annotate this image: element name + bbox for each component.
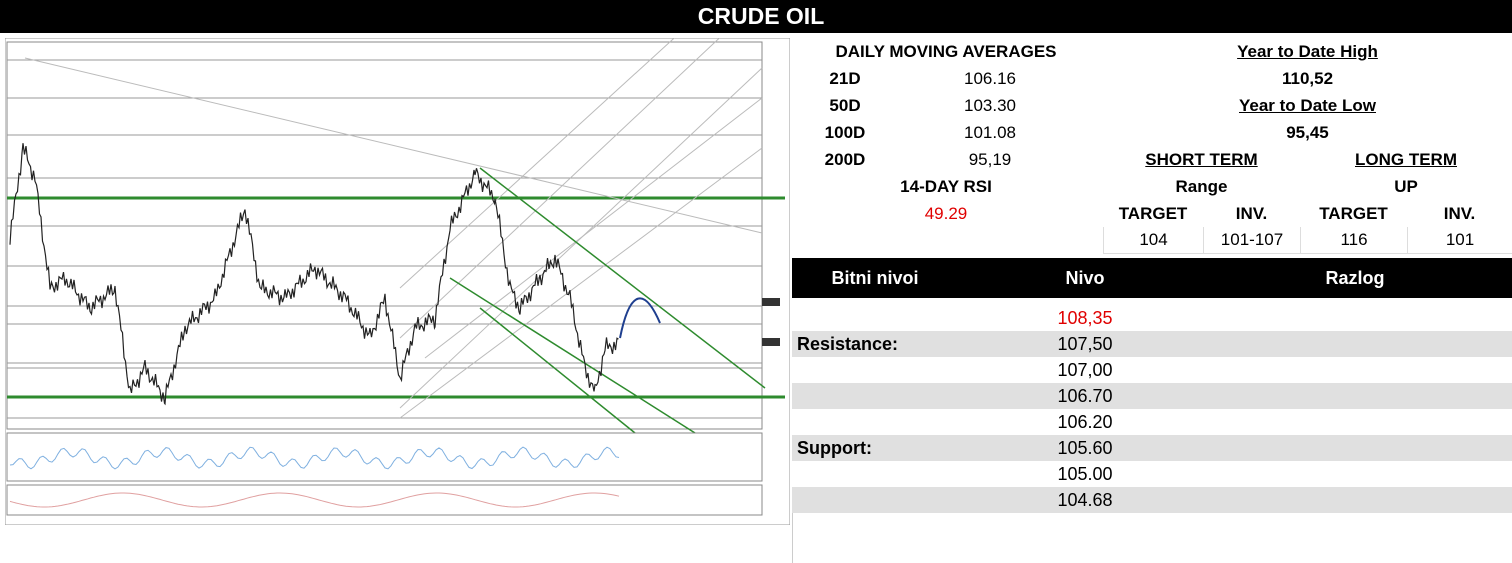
rsi-label: 14-DAY RSI [900, 176, 992, 196]
rsi-value: 49.29 [924, 203, 968, 223]
green-diagonal [479, 167, 766, 389]
ma-label: 100D [824, 122, 866, 142]
levels-header: Nivo [1065, 267, 1105, 288]
row-band [792, 331, 1512, 357]
level-value: 108,35 [1057, 307, 1113, 328]
ma-label: 50D [829, 95, 861, 115]
ma-value: 101.08 [964, 122, 1016, 142]
long-term-label: LONG TERM [1355, 149, 1457, 169]
term-value: 104 [1103, 227, 1203, 254]
price-marker [762, 338, 780, 346]
plot-frame [6, 41, 763, 430]
term-column: INV. [1443, 203, 1476, 223]
levels-header: Bitni nivoi [831, 267, 919, 288]
row-band [792, 487, 1512, 513]
green-diagonal [479, 307, 636, 434]
ma-value: 106.16 [964, 68, 1016, 88]
term-value: 101-107 [1203, 227, 1300, 254]
levels-header-bg [792, 258, 1512, 298]
trend-line [24, 57, 763, 234]
level-value: 105.60 [1057, 437, 1113, 458]
level-value: 107,00 [1057, 359, 1113, 380]
gray-diagonal [424, 97, 763, 359]
green-diagonal [449, 277, 696, 434]
price-line [9, 143, 619, 406]
rsi-panel [6, 432, 763, 482]
macd-panel [6, 484, 763, 516]
ytd-low: 95,45 [1286, 122, 1329, 142]
ma-label: 21D [829, 68, 861, 88]
level-value: 106.20 [1057, 411, 1113, 432]
term-value: 101 [1407, 227, 1512, 254]
term-column: TARGET [1319, 203, 1388, 223]
rsi-line [9, 446, 620, 470]
gray-diagonal [399, 38, 721, 339]
level-label: Support: [797, 437, 872, 458]
price-chart [5, 38, 790, 525]
short-term-label: SHORT TERM [1145, 149, 1258, 169]
level-value: 106.70 [1057, 385, 1113, 406]
level-value: 105.00 [1057, 463, 1113, 484]
ytd-high-label: Year to Date High [1237, 41, 1378, 61]
price-marker [762, 298, 780, 306]
ytd-high: 110,52 [1281, 68, 1334, 88]
level-value: 107,50 [1057, 333, 1113, 354]
macd-line [9, 492, 620, 508]
gray-diagonal [399, 38, 675, 289]
title-bar: CRUDE OIL [0, 0, 1512, 33]
level-value: 104.68 [1057, 489, 1113, 510]
ma-header: DAILY MOVING AVERAGES [835, 41, 1057, 61]
forecast-arrow [619, 297, 661, 339]
ma-value: 95,19 [968, 149, 1012, 169]
row-band [792, 383, 1512, 409]
levels-header: Razlog [1325, 267, 1385, 288]
ma-label: 200D [824, 149, 866, 169]
ma-value: 103.30 [964, 95, 1016, 115]
table-edge [792, 513, 793, 563]
level-label: Resistance: [797, 333, 899, 354]
term-column: TARGET [1118, 203, 1188, 223]
row-band [792, 435, 1512, 461]
term-column: INV. [1235, 203, 1268, 223]
ytd-low-label: Year to Date Low [1239, 95, 1376, 115]
chart-bg [5, 38, 790, 525]
term-value: 116 [1300, 227, 1407, 254]
gray-diagonal [399, 147, 763, 419]
short-view: Range [1175, 176, 1228, 196]
long-view: UP [1394, 176, 1418, 196]
